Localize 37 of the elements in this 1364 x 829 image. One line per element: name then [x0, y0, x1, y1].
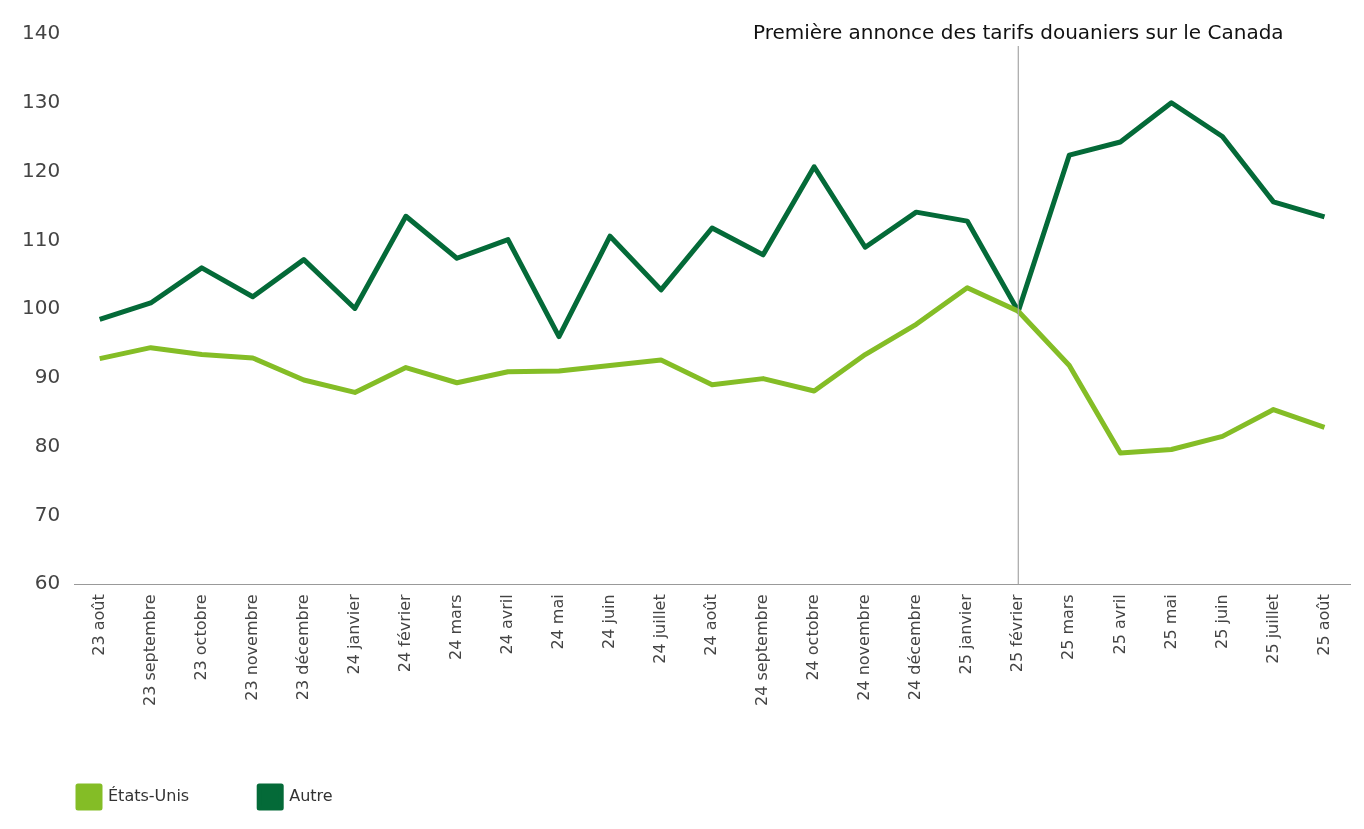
y-tick-label: 80 — [34, 432, 61, 457]
x-tick-label: 25 juin — [1211, 594, 1231, 649]
y-tick-label: 130 — [21, 88, 61, 113]
x-tick-label: 23 décembre — [292, 594, 312, 701]
x-tick-label: 24 mai — [548, 594, 568, 650]
x-tick-label: 25 mai — [1160, 594, 1180, 650]
x-tick-label: 24 avril — [497, 594, 517, 655]
x-tick-label: 24 novembre — [854, 594, 874, 701]
y-tick-label: 110 — [21, 226, 61, 251]
x-tick-label: 23 octobre — [190, 594, 210, 681]
x-tick-label: 25 juillet — [1262, 594, 1282, 664]
x-tick-label: 24 février — [395, 593, 415, 673]
x-tick-label: 25 mars — [1058, 594, 1078, 661]
x-tick-label: 24 juillet — [650, 594, 670, 664]
ref-line-label: Première annonce des tarifs douaniers sur le Canada — [752, 20, 1284, 45]
x-tick-label: 23 août — [88, 594, 108, 656]
x-tick-label: 24 septembre — [752, 594, 772, 707]
y-tick-label: 120 — [21, 157, 61, 182]
y-tick-label: 60 — [34, 570, 61, 595]
x-tick-label: 25 août — [1313, 594, 1333, 656]
x-tick-label: 24 janvier — [344, 593, 364, 675]
x-tick-label: 24 mars — [446, 594, 466, 661]
y-tick-label: 90 — [34, 364, 61, 389]
x-tick-label: 24 juin — [599, 594, 619, 649]
legend-label: Autre — [289, 786, 333, 806]
x-tick-label: 24 octobre — [803, 594, 823, 681]
y-tick-label: 70 — [34, 501, 61, 526]
y-tick-label: 100 — [21, 295, 61, 320]
x-tick-label: 24 décembre — [905, 594, 925, 701]
x-tick-label: 23 septembre — [139, 594, 159, 707]
x-tick-label: 24 août — [701, 594, 721, 656]
x-tick-label: 25 février — [1007, 593, 1027, 673]
x-tick-label: 23 novembre — [241, 594, 261, 701]
legend-label: États-Unis — [108, 786, 190, 806]
x-tick-label: 25 janvier — [956, 593, 976, 675]
y-tick-label: 140 — [21, 20, 61, 45]
x-tick-label: 25 avril — [1109, 594, 1129, 655]
